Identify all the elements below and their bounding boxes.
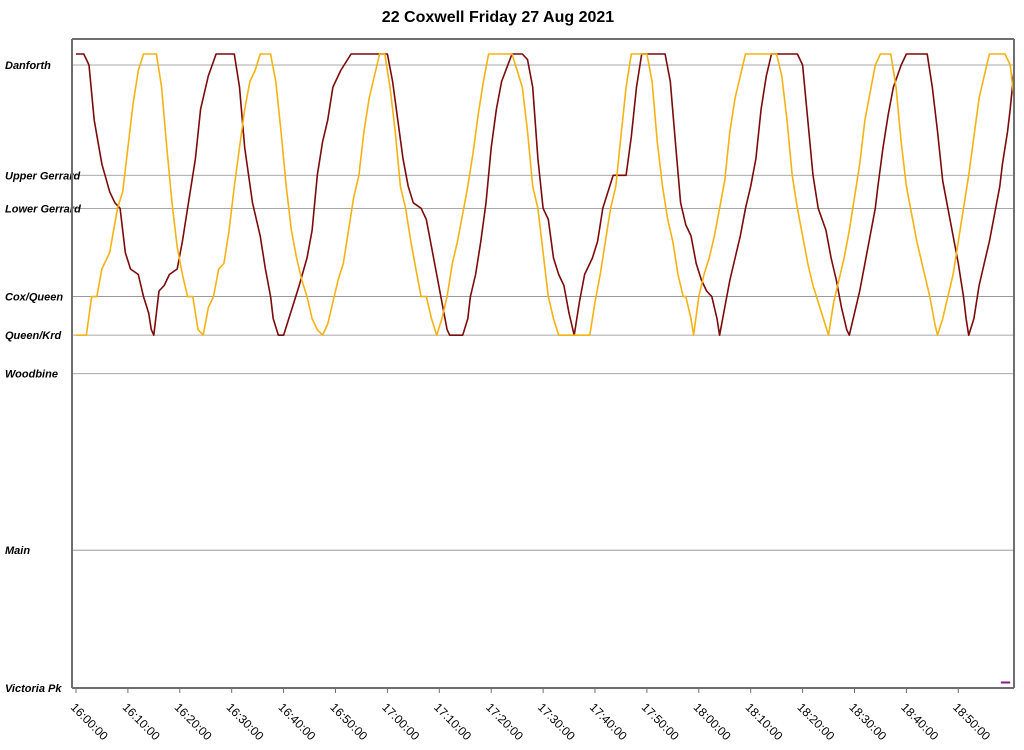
chart-axes bbox=[71, 38, 1015, 689]
station-label-woodbine: Woodbine bbox=[5, 369, 58, 381]
x-tick-label: 17:50:00 bbox=[639, 700, 682, 743]
x-tick-label: 17:00:00 bbox=[379, 700, 422, 743]
x-tick-label: 16:50:00 bbox=[327, 700, 370, 743]
station-label-lower-gerrard: Lower Gerrard bbox=[5, 203, 81, 215]
x-tick-label: 17:30:00 bbox=[535, 700, 578, 743]
station-label-victoria-pk: Victoria Pk bbox=[5, 683, 62, 695]
x-tick-label: 16:10:00 bbox=[120, 700, 163, 743]
station-gridlines bbox=[72, 64, 1014, 551]
x-tick-label: 17:10:00 bbox=[431, 700, 474, 743]
x-tick-label: 18:20:00 bbox=[794, 700, 837, 743]
station-label-queen-krd: Queen/Krd bbox=[5, 330, 62, 342]
x-tick-label: 16:00:00 bbox=[68, 700, 111, 743]
vehicle-trace-lines bbox=[76, 53, 1015, 684]
x-tick-label: 16:30:00 bbox=[224, 700, 267, 743]
station-label-danforth: Danforth bbox=[5, 60, 51, 72]
x-tick-label: 16:20:00 bbox=[172, 700, 215, 743]
x-tick-label: 18:00:00 bbox=[691, 700, 734, 743]
x-tick-label: 16:40:00 bbox=[275, 700, 318, 743]
x-tick-label: 18:10:00 bbox=[743, 700, 786, 743]
x-tick-label: 17:40:00 bbox=[587, 700, 630, 743]
station-label-main: Main bbox=[5, 545, 30, 557]
time-axis-ticks: 16:00:00 16:10:00 16:20:00 16:30:00 16:40:00… bbox=[68, 688, 993, 743]
station-label-cox-queen: Cox/Queen bbox=[5, 292, 63, 304]
chart-title: 22 Coxwell Friday 27 Aug 2021 bbox=[382, 9, 615, 26]
vehicle-trace-1 bbox=[76, 53, 1015, 337]
station-label-upper-gerrard: Upper Gerrard bbox=[5, 170, 80, 182]
station-labels: Danforth Upper Gerrard Lower Gerrard Cox/Qu… bbox=[5, 60, 81, 695]
x-tick-label: 18:40:00 bbox=[898, 700, 941, 743]
x-tick-label: 18:30:00 bbox=[846, 700, 889, 743]
vehicle-trace-2 bbox=[76, 53, 1015, 337]
x-tick-label: 18:50:00 bbox=[950, 700, 993, 743]
x-tick-label: 17:20:00 bbox=[483, 700, 526, 743]
